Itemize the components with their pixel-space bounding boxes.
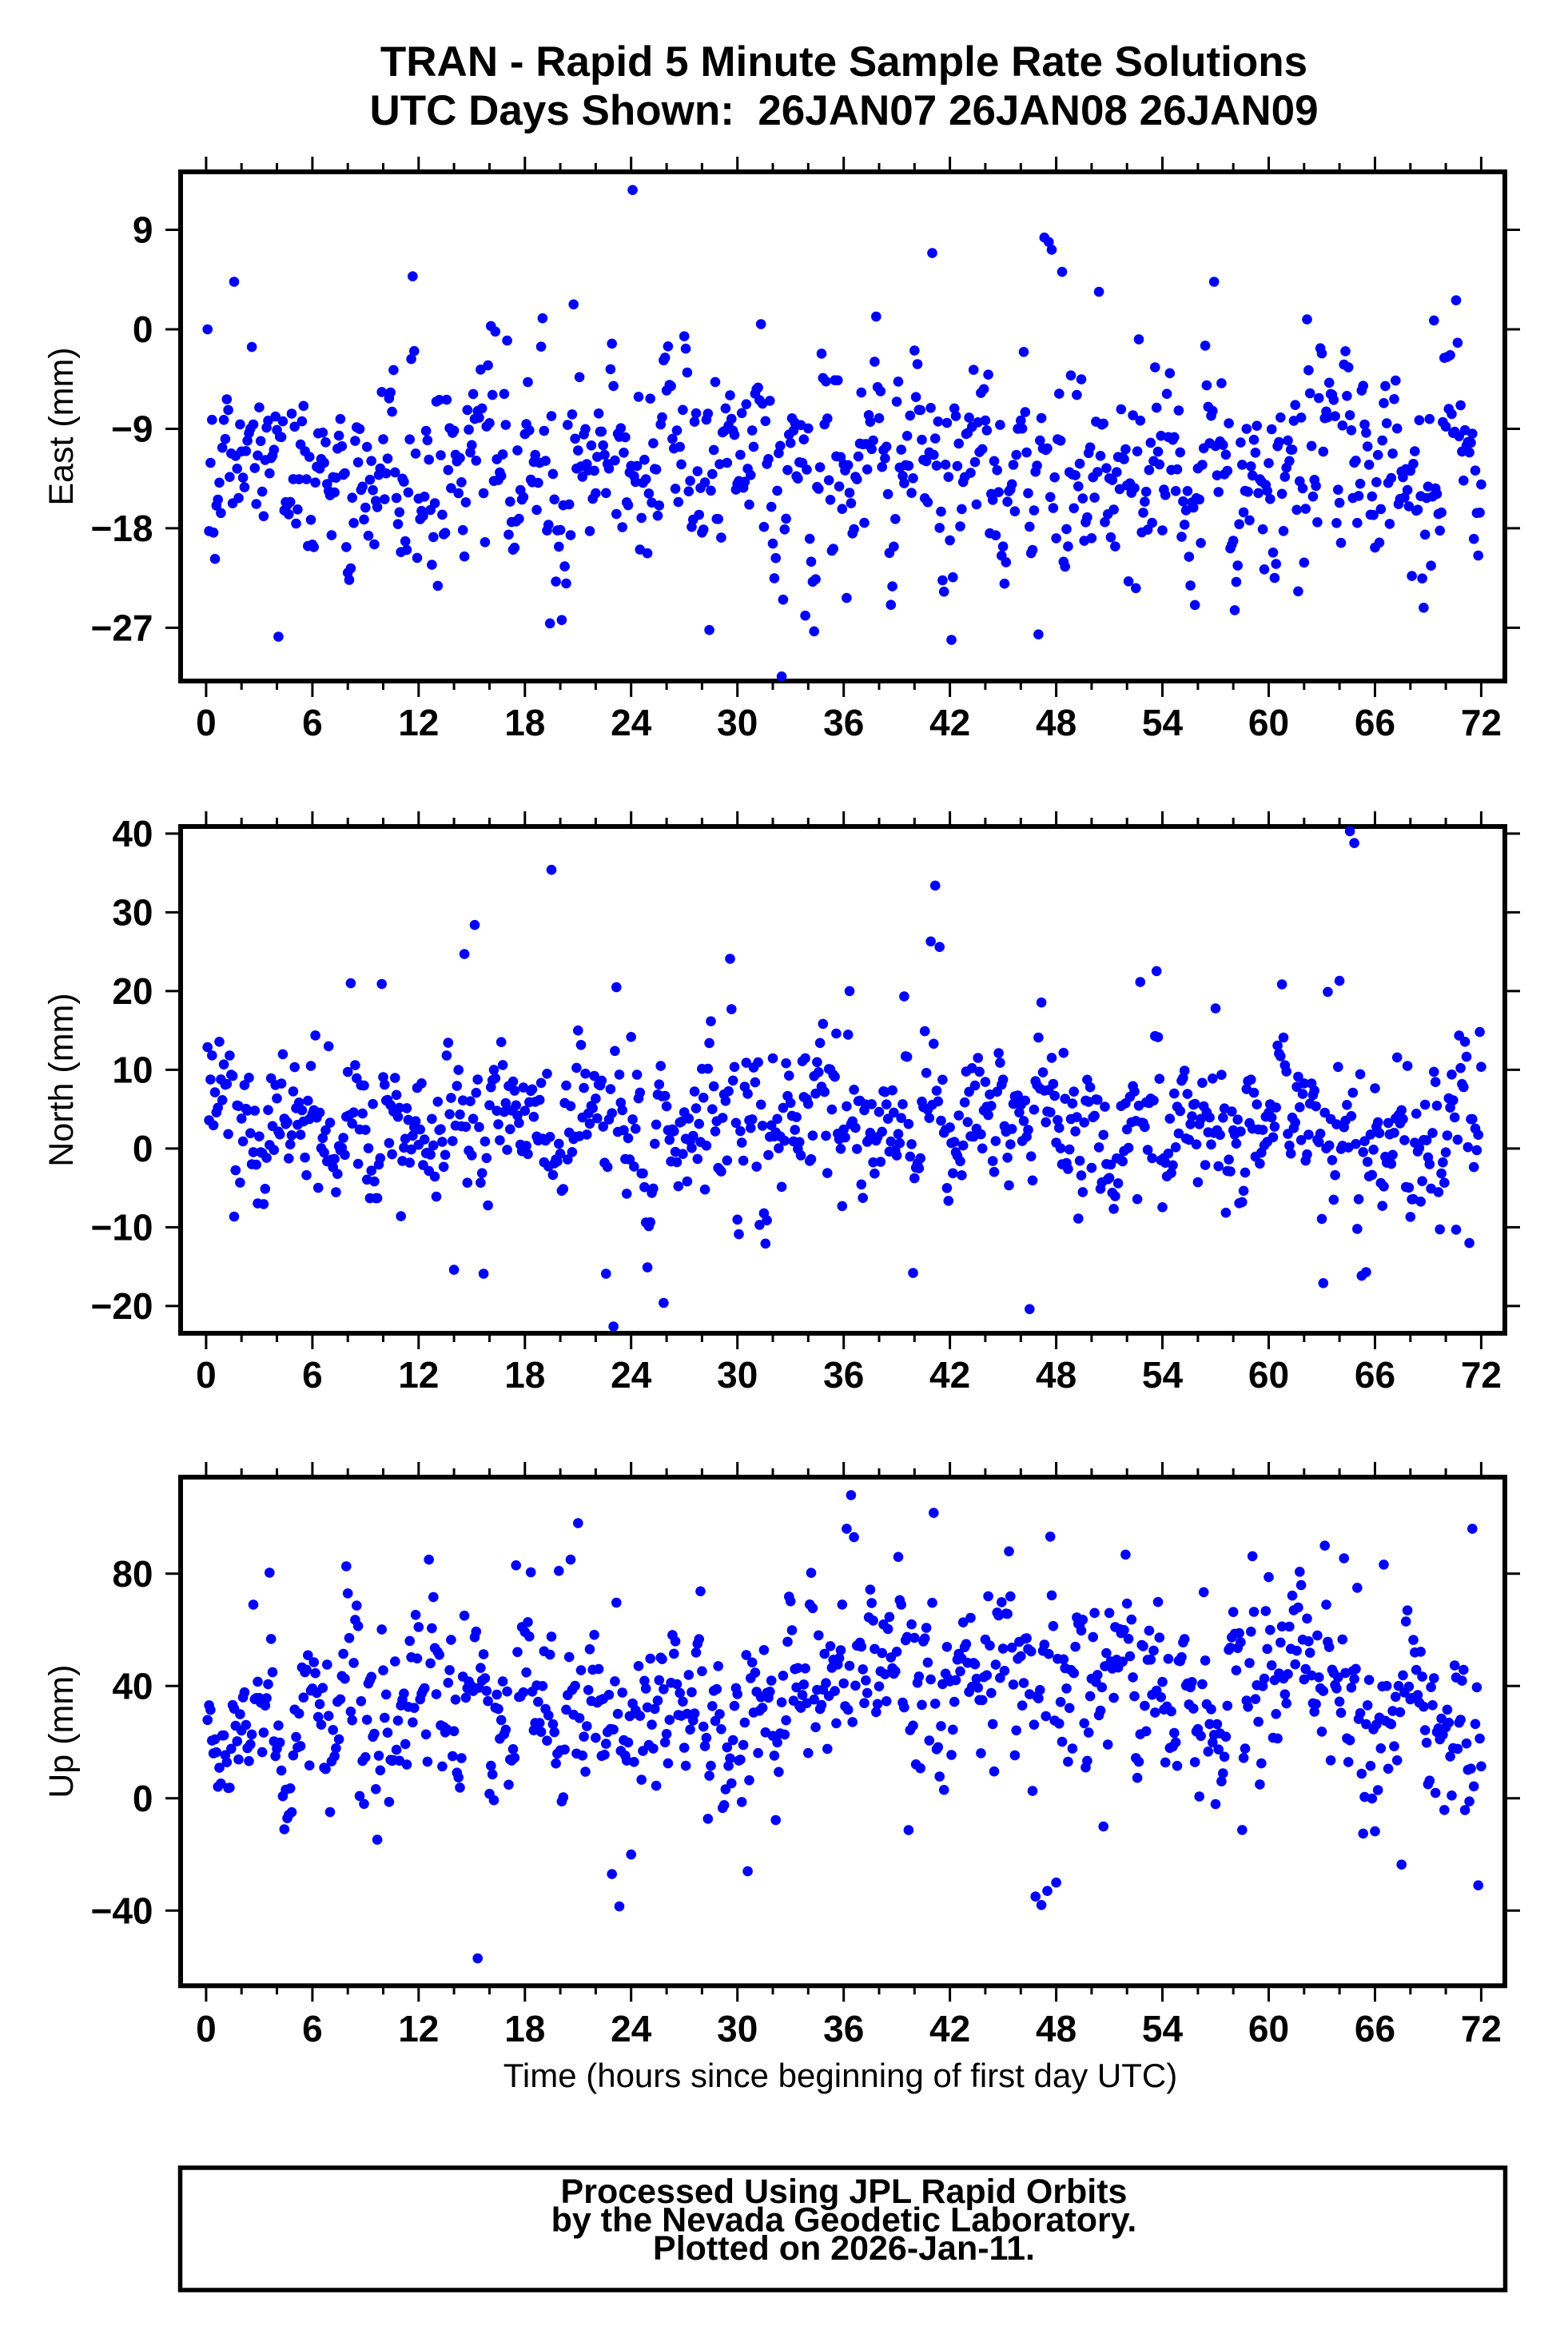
svg-text:66: 66 <box>1355 702 1395 743</box>
svg-text:−40: −40 <box>90 1890 153 1931</box>
svg-text:−18: −18 <box>90 508 153 549</box>
svg-text:18: 18 <box>504 702 545 743</box>
svg-text:0: 0 <box>133 1778 153 1819</box>
svg-text:0: 0 <box>196 702 217 743</box>
svg-text:18: 18 <box>504 1354 545 1396</box>
svg-text:36: 36 <box>823 1354 864 1396</box>
svg-text:66: 66 <box>1355 2008 1395 2049</box>
svg-text:48: 48 <box>1036 702 1077 743</box>
svg-text:10: 10 <box>112 1049 153 1090</box>
svg-text:54: 54 <box>1142 2008 1184 2049</box>
svg-text:66: 66 <box>1355 1354 1395 1396</box>
svg-text:24: 24 <box>611 1354 652 1396</box>
svg-text:East (mm): East (mm) <box>42 347 81 505</box>
svg-text:Up (mm): Up (mm) <box>42 1665 81 1798</box>
svg-text:6: 6 <box>302 1354 323 1396</box>
svg-text:40: 40 <box>112 813 153 854</box>
svg-text:18: 18 <box>504 2008 545 2049</box>
svg-text:24: 24 <box>611 702 652 743</box>
svg-text:20: 20 <box>112 970 153 1012</box>
svg-text:North (mm): North (mm) <box>42 993 81 1166</box>
svg-text:TRAN - Rapid 5 Minute Sample R: TRAN - Rapid 5 Minute Sample Rate Soluti… <box>380 38 1307 86</box>
svg-text:30: 30 <box>717 1354 758 1396</box>
svg-text:−27: −27 <box>90 607 153 648</box>
svg-text:0: 0 <box>196 1354 217 1396</box>
svg-text:−20: −20 <box>90 1285 153 1327</box>
svg-text:Plotted on 2026-Jan-11.: Plotted on 2026-Jan-11. <box>653 2229 1035 2268</box>
svg-text:9: 9 <box>133 209 153 251</box>
svg-text:0: 0 <box>133 309 153 350</box>
svg-text:0: 0 <box>133 1128 153 1169</box>
svg-text:−9: −9 <box>111 408 153 450</box>
svg-text:6: 6 <box>302 2008 323 2049</box>
svg-text:6: 6 <box>302 702 323 743</box>
svg-text:48: 48 <box>1036 1354 1077 1396</box>
svg-text:72: 72 <box>1461 702 1502 743</box>
svg-text:42: 42 <box>929 2008 970 2049</box>
svg-text:12: 12 <box>398 702 439 743</box>
svg-text:54: 54 <box>1142 1354 1184 1396</box>
svg-text:60: 60 <box>1248 1354 1289 1396</box>
svg-text:60: 60 <box>1248 2008 1289 2049</box>
svg-text:30: 30 <box>112 891 153 933</box>
svg-text:80: 80 <box>112 1553 153 1595</box>
svg-text:−10: −10 <box>90 1206 153 1248</box>
svg-text:42: 42 <box>929 1354 970 1396</box>
svg-text:40: 40 <box>112 1665 153 1707</box>
svg-text:12: 12 <box>398 2008 439 2049</box>
svg-text:30: 30 <box>717 2008 758 2049</box>
svg-text:12: 12 <box>398 1354 439 1396</box>
svg-text:36: 36 <box>823 2008 864 2049</box>
svg-text:0: 0 <box>196 2008 217 2049</box>
svg-text:30: 30 <box>717 702 758 743</box>
svg-text:60: 60 <box>1248 702 1289 743</box>
svg-text:24: 24 <box>611 2008 652 2049</box>
svg-text:by the Nevada Geodetic Laborat: by the Nevada Geodetic Laboratory. <box>551 2201 1137 2240</box>
svg-text:48: 48 <box>1036 2008 1077 2049</box>
svg-text:42: 42 <box>929 702 970 743</box>
svg-text:54: 54 <box>1142 702 1184 743</box>
svg-text:72: 72 <box>1461 2008 1502 2049</box>
svg-text:Time (hours since beginning of: Time (hours since beginning of first day… <box>503 2057 1177 2094</box>
svg-text:Processed Using JPL Rapid Orbi: Processed Using JPL Rapid Orbits <box>561 2173 1128 2211</box>
svg-text:72: 72 <box>1461 1354 1502 1396</box>
svg-text:36: 36 <box>823 702 864 743</box>
svg-text:UTC Days Shown: 26JAN07 26JAN: UTC Days Shown: 26JAN07 26JAN08 26JAN09 <box>369 87 1318 134</box>
